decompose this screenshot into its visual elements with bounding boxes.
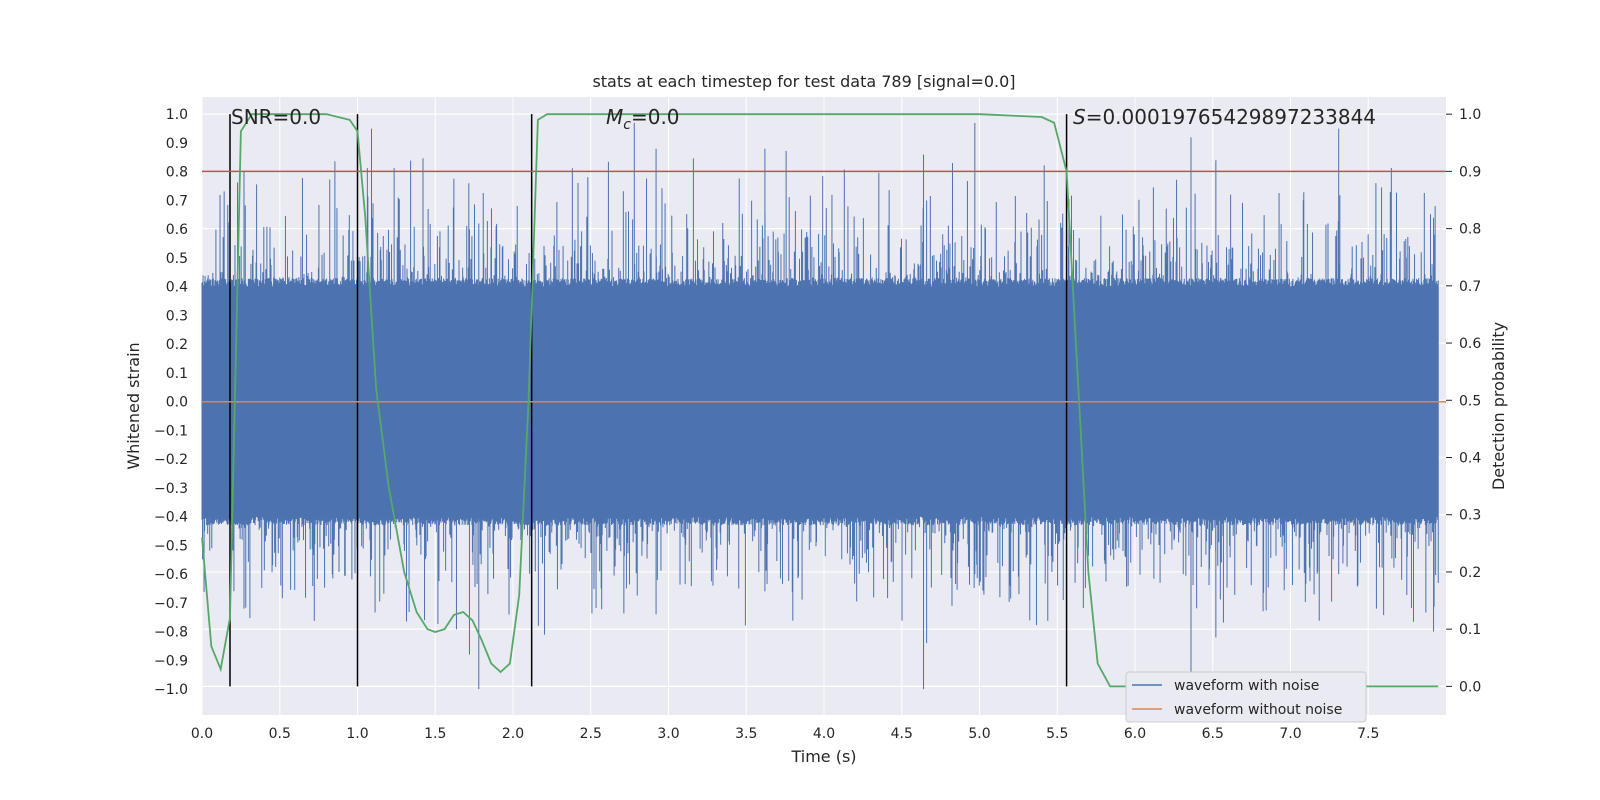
y-left-tick-label: 0.0: [166, 395, 188, 411]
chart-title: stats at each timestep for test data 789…: [592, 72, 1015, 91]
x-tick-label: 1.5: [424, 726, 446, 742]
y-right-tick-label: 0.6: [1459, 336, 1481, 352]
x-tick-label: 3.5: [735, 726, 757, 742]
s-symbol: S: [1073, 105, 1086, 129]
y-right-tick-label: 0.1: [1459, 622, 1481, 638]
y-left-tick-label: −0.5: [154, 538, 188, 554]
y-left-tick-label: −0.1: [154, 423, 188, 439]
legend: waveform with noise waveform without noi…: [1125, 671, 1367, 723]
chirp-mass-annotation: Mc=0.0: [606, 105, 680, 133]
x-tick-label: 1.0: [346, 726, 368, 742]
y-left-tick-label: −0.2: [154, 452, 188, 468]
s-value: =0.00019765429897233844: [1086, 105, 1376, 129]
legend-label-waveform-with-noise: waveform with noise: [1174, 678, 1319, 694]
x-tick-label: 2.5: [580, 726, 602, 742]
y-right-tick-label: 0.4: [1459, 451, 1481, 467]
x-tick-label: 6.0: [1124, 726, 1146, 742]
x-tick-label: 4.5: [891, 726, 913, 742]
y-left-tick-label: 0.7: [166, 193, 188, 209]
y-left-tick-label: 0.1: [166, 366, 188, 382]
y-left-tick-label: 0.8: [166, 165, 188, 181]
x-tick-label: 3.0: [657, 726, 679, 742]
y-left-tick-label: −0.9: [154, 653, 188, 669]
y-axis-label-left: Whitened strain: [124, 342, 143, 469]
x-tick-label: 2.0: [502, 726, 524, 742]
y-left-tick-label: 1.0: [166, 107, 188, 123]
legend-label-waveform-without-noise: waveform without noise: [1174, 702, 1342, 718]
y-left-tick-label: −0.7: [154, 596, 188, 612]
y-right-tick-label: 0.5: [1459, 393, 1481, 409]
x-tick-label: 6.5: [1202, 726, 1224, 742]
y-left-tick-label: 0.2: [166, 337, 188, 353]
chirp-mass-symbol: M: [606, 105, 623, 129]
y-right-tick-label: 0.8: [1459, 222, 1481, 238]
overlay-lines: [201, 113, 1446, 688]
y-right-tick-label: 1.0: [1459, 107, 1481, 123]
x-ticks: 0.0 0.5 1.0 1.5 2.0 2.5 3.0 3.5 4.0 4.5 5.0 5.5 6.0 6…: [191, 726, 1380, 742]
y-left-tick-label: −0.3: [154, 481, 188, 497]
x-tick-label: 0.0: [191, 726, 213, 742]
y-ticks-left: 1.0 0.9 0.8 0.7 0.6 0.5 0.4 0.3 0.2 0.1 0.0 −0.1 −0.…: [154, 107, 188, 698]
y-right-tick-label: 0.0: [1459, 679, 1481, 695]
y-left-tick-label: 0.4: [166, 280, 188, 296]
y-ticks-right: 1.0 0.9 0.8 0.7 0.6 0.5 0.4 0.3 0.2 0.1 0.0: [1446, 107, 1481, 695]
x-tick-label: 4.0: [813, 726, 835, 742]
y-axis-label-right: Detection probability: [1489, 322, 1508, 490]
y-right-tick-label: 0.2: [1459, 565, 1481, 581]
y-left-tick-label: 0.5: [166, 251, 188, 267]
x-tick-label: 7.5: [1357, 726, 1379, 742]
y-left-tick-label: −0.6: [154, 567, 188, 583]
y-left-tick-label: 0.3: [166, 308, 188, 324]
y-left-tick-label: 0.9: [166, 136, 188, 152]
chirp-mass-subscript: c: [623, 117, 631, 133]
x-axis-label: Time (s): [790, 747, 856, 766]
s-annotation: S=0.00019765429897233844: [1073, 105, 1376, 129]
y-right-tick-label: 0.7: [1459, 279, 1481, 295]
chirp-mass-value: =0.0: [631, 105, 680, 129]
y-right-tick-label: 0.9: [1459, 164, 1481, 180]
y-left-tick-label: 0.6: [166, 222, 188, 238]
y-left-tick-label: −0.8: [154, 625, 188, 641]
x-tick-label: 7.0: [1279, 726, 1301, 742]
snr-annotation: SNR=0.0: [231, 105, 321, 129]
y-left-tick-label: −1.0: [154, 682, 188, 698]
detection-probability-line: [201, 113, 1439, 688]
legend-box: [1125, 671, 1367, 723]
y-left-tick-label: −0.4: [154, 510, 188, 526]
x-tick-label: 0.5: [269, 726, 291, 742]
x-tick-label: 5.5: [1046, 726, 1068, 742]
x-tick-label: 5.0: [968, 726, 990, 742]
y-right-tick-label: 0.3: [1459, 508, 1481, 524]
